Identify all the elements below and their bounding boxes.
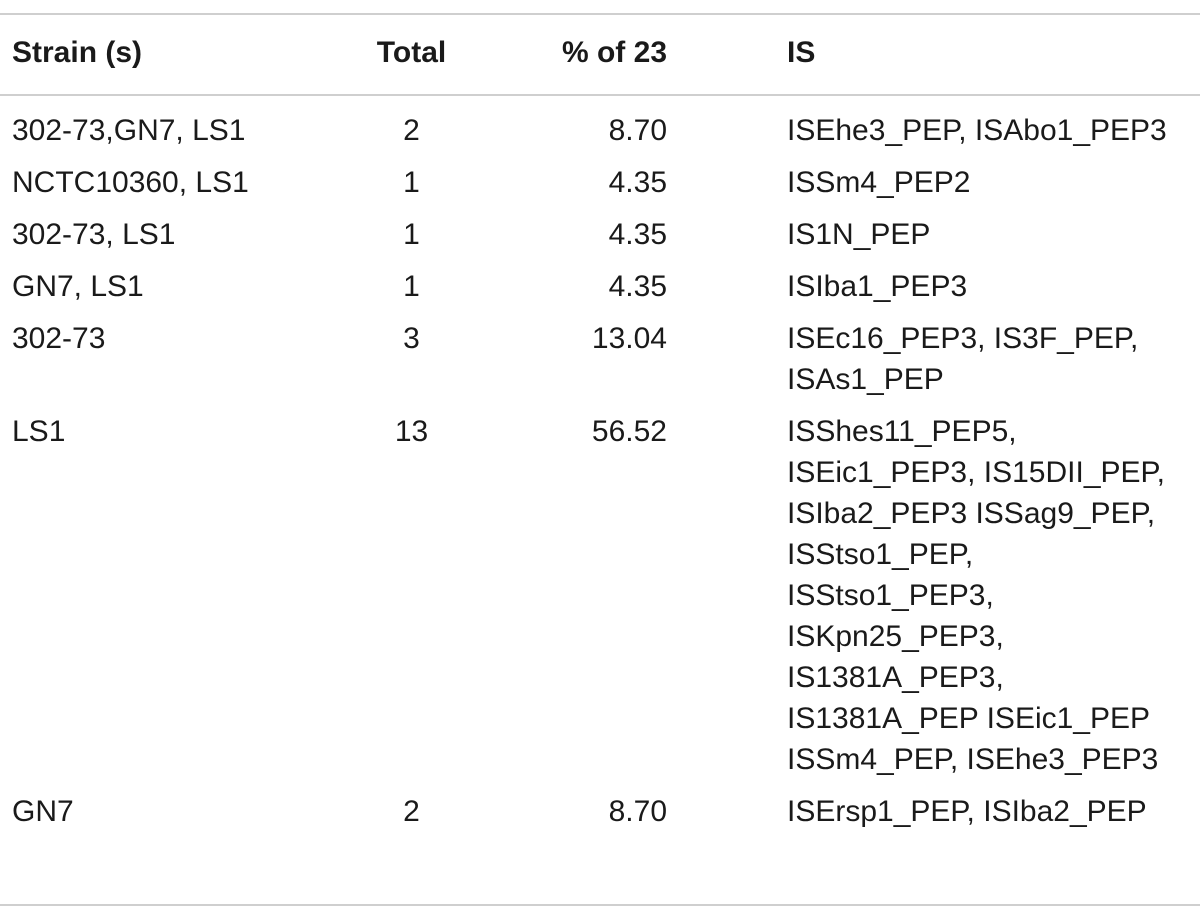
header-total: Total	[376, 36, 447, 69]
cell-is-line: ISStso1_PEP,	[787, 538, 974, 571]
cell-strain: LS1	[12, 415, 66, 448]
table-body: 302-73,GN7, LS1 2 8.70 ISEhe3_PEP, ISAbo1_P…	[0, 110, 1200, 843]
cell-strain: GN7	[12, 795, 74, 828]
cell-strain: GN7, LS1	[12, 270, 144, 303]
cell-is-line: ISStso1_PEP3,	[787, 579, 994, 612]
cell-is: IS1N_PEP	[787, 214, 930, 255]
cell-percent: 4.35	[608, 218, 667, 251]
cell-strain: 302-73	[12, 322, 106, 355]
cell-is-line: ISSm4_PEP2	[787, 166, 971, 199]
cell-percent: 4.35	[608, 270, 667, 303]
cell-is: ISEc16_PEP3, IS3F_PEP, ISAs1_PEP	[787, 318, 1138, 400]
table-row: GN7, LS1 1 4.35 ISIba1_PEP3	[0, 266, 1200, 318]
header-percent: % of 23	[561, 36, 667, 69]
table-row: 302-73, LS1 1 4.35 IS1N_PEP	[0, 214, 1200, 266]
cell-is: ISSm4_PEP2	[787, 162, 970, 203]
cell-percent: 56.52	[591, 415, 667, 448]
cell-total: 13	[394, 415, 429, 448]
header-is: IS	[787, 36, 816, 69]
cell-strain: 302-73,GN7, LS1	[12, 114, 246, 147]
cell-percent: 4.35	[608, 166, 667, 199]
table-header-rule	[0, 94, 1200, 96]
table-row: 302-73 3 13.04 ISEc16_PEP3, IS3F_PEP, ISAs1_…	[0, 318, 1200, 411]
cell-is: ISShes11_PEP5, ISEic1_PEP3, IS15DII_PEP, I…	[787, 411, 1165, 780]
cell-is-line: ISKpn25_PEP3,	[787, 620, 1004, 653]
cell-percent: 8.70	[608, 114, 667, 147]
header-strain: Strain (s)	[12, 36, 143, 69]
cell-total: 1	[403, 270, 420, 303]
table-row: LS1 13 56.52 ISShes11_PEP5, ISEic1_PEP3, IS1…	[0, 411, 1200, 791]
cell-is-line: IS1381A_PEP ISEic1_PEP	[787, 702, 1151, 735]
cell-strain: 302-73, LS1	[12, 218, 176, 251]
cell-percent: 8.70	[608, 795, 667, 828]
cell-is-line: ISIba2_PEP3 ISSag9_PEP,	[787, 497, 1156, 530]
cell-total: 3	[403, 322, 420, 355]
cell-is-line: ISEc16_PEP3, IS3F_PEP,	[787, 322, 1139, 355]
cell-is-line: IS1N_PEP	[787, 218, 931, 251]
cell-is-line: ISEic1_PEP3, IS15DII_PEP,	[787, 456, 1166, 489]
cell-is: ISIba1_PEP3	[787, 266, 967, 307]
cell-is-line: ISEhe3_PEP, ISAbo1_PEP3	[787, 114, 1167, 147]
table-row: NCTC10360, LS1 1 4.35 ISSm4_PEP2	[0, 162, 1200, 214]
cell-total: 1	[403, 166, 420, 199]
cell-is-line: ISErsp1_PEP, ISIba2_PEP	[787, 795, 1147, 828]
cell-is-line: ISShes11_PEP5,	[787, 415, 1017, 448]
cell-percent: 13.04	[591, 322, 667, 355]
table-row: 302-73,GN7, LS1 2 8.70 ISEhe3_PEP, ISAbo1_P…	[0, 110, 1200, 162]
cell-is-line: ISAs1_PEP	[787, 363, 944, 396]
cell-is: ISEhe3_PEP, ISAbo1_PEP3	[787, 110, 1167, 151]
table-bottom-rule	[0, 904, 1200, 906]
cell-is-line: ISSm4_PEP, ISEhe3_PEP3	[787, 743, 1159, 776]
cell-is-line: ISIba1_PEP3	[787, 270, 968, 303]
cell-is-line: IS1381A_PEP3,	[787, 661, 1004, 694]
table-header-row: Strain (s) Total % of 23 IS	[0, 14, 1200, 94]
cell-total: 2	[403, 795, 420, 828]
cell-strain: NCTC10360, LS1	[12, 166, 249, 199]
cell-is: ISErsp1_PEP, ISIba2_PEP	[787, 791, 1147, 832]
table-row: GN7 2 8.70 ISErsp1_PEP, ISIba2_PEP	[0, 791, 1200, 843]
cell-total: 2	[403, 114, 420, 147]
table-top-rule	[0, 13, 1200, 15]
cell-total: 1	[403, 218, 420, 251]
